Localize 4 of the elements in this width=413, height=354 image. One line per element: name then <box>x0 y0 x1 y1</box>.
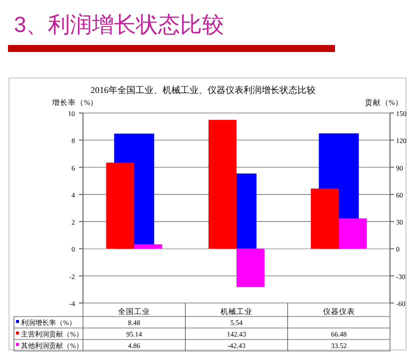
chart-title: 3、利润增长状态比较 <box>14 12 224 37</box>
chart-subtitle: 2016年全国工业、机械工业、仪器仪表利润增长状态比较 <box>90 85 316 95</box>
bar <box>134 244 162 249</box>
bar <box>338 218 367 249</box>
